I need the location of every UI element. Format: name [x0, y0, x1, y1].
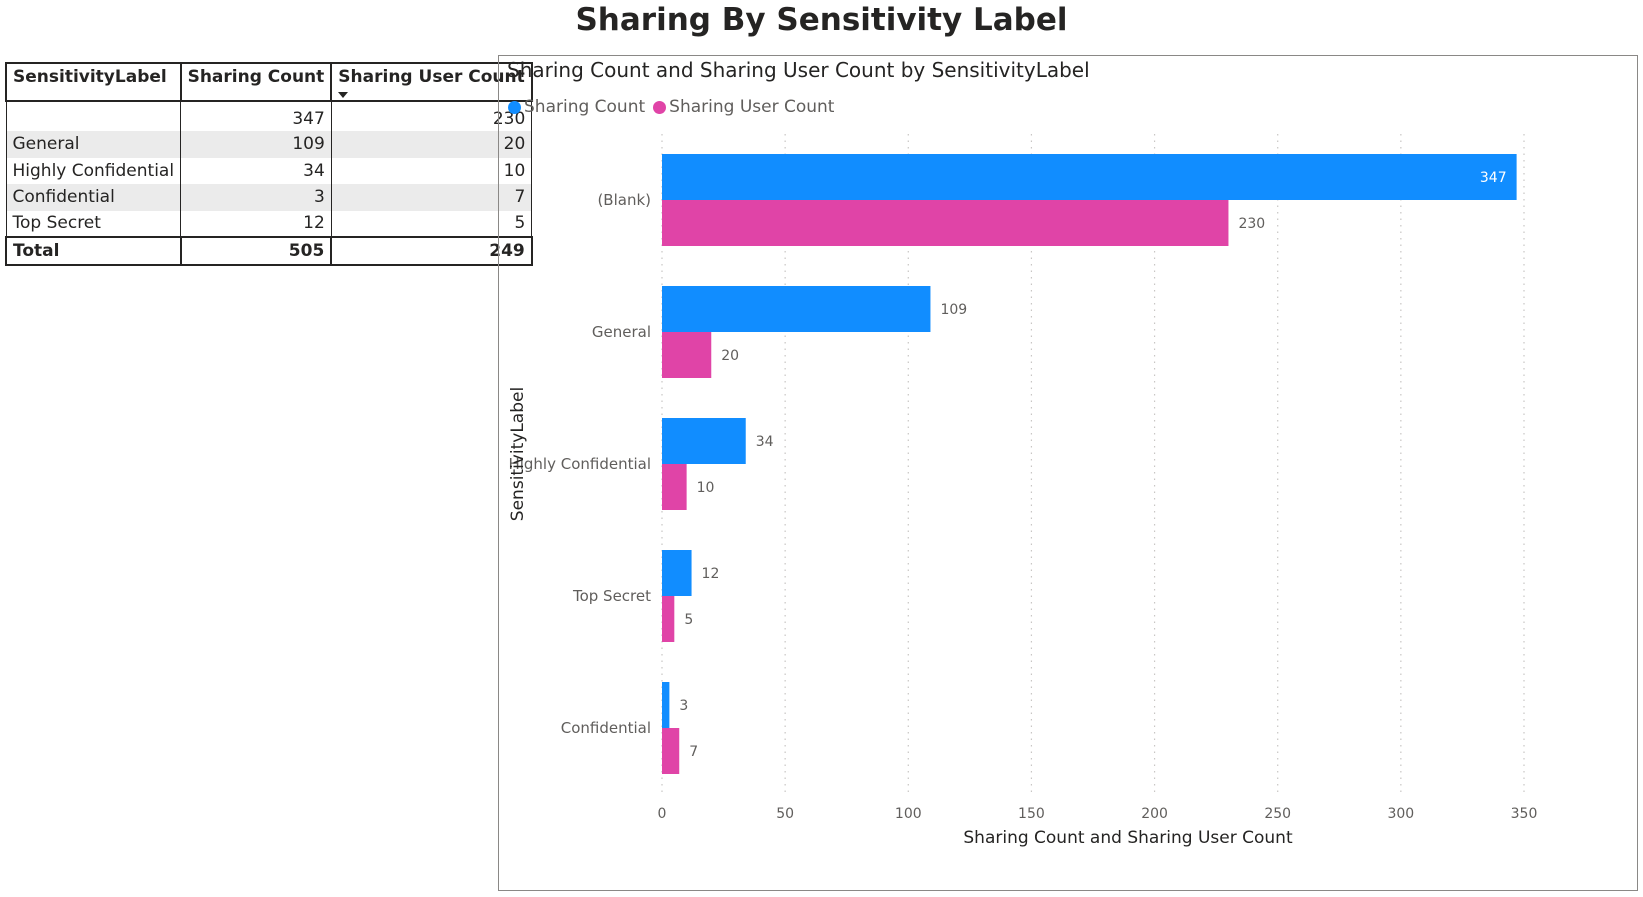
data-label: 10 — [697, 480, 715, 496]
sharing-table: SensitivityLabel Sharing Count Sharing U… — [5, 62, 533, 266]
total-sharing-count: 505 — [179, 236, 333, 266]
y-category-label: Highly Confidential — [508, 455, 651, 473]
data-label: 7 — [689, 744, 698, 760]
legend-label: Sharing User Count — [669, 97, 835, 117]
cell-label: General — [5, 131, 182, 158]
y-category-label: General — [592, 323, 651, 341]
y-category-label: Top Secret — [572, 587, 651, 605]
column-header-label: Sharing User Count — [338, 67, 525, 87]
bar — [662, 154, 1517, 200]
data-label: 3 — [679, 698, 688, 714]
cell-sharing-count: 3 — [180, 184, 332, 211]
y-category-label: Confidential — [561, 719, 651, 737]
table-row: Highly Confidential 34 10 — [5, 157, 533, 184]
cell-label: Top Secret — [5, 210, 182, 237]
x-tick-label: 300 — [1387, 806, 1414, 822]
cell-sharing-count: 12 — [180, 210, 332, 237]
legend-label: Sharing Count — [524, 97, 646, 117]
cell-label — [5, 101, 182, 131]
x-axis-title: Sharing Count and Sharing User Count — [963, 828, 1293, 848]
table-row: General 109 20 — [5, 131, 533, 158]
table-row: Confidential 3 7 — [5, 184, 533, 211]
x-tick-label: 100 — [895, 806, 922, 822]
total-label: Total — [5, 236, 182, 266]
table-total-row: Total 505 249 — [5, 236, 533, 266]
legend-item-sharing-count[interactable]: Sharing Count — [508, 97, 645, 117]
table-header-row: SensitivityLabel Sharing Count Sharing U… — [5, 62, 533, 102]
bar-chart-visual[interactable]: 0 50 100 150 200 250 300 350 347 230 (Blank) 109 20 G… — [498, 55, 1638, 891]
column-header-sensitivity-label[interactable]: SensitivityLabel — [5, 62, 182, 102]
sort-descending-icon[interactable] — [338, 92, 349, 98]
bar — [662, 418, 746, 464]
bar — [662, 728, 680, 774]
x-tick-label: 250 — [1264, 806, 1291, 822]
page-title: Sharing By Sensitivity Label — [575, 2, 1068, 38]
bar-chart-canvas: 0 50 100 150 200 250 300 350347230(Blank)10920G… — [508, 134, 1538, 848]
x-tick-label: 150 — [1018, 806, 1045, 822]
cell-label: Confidential — [5, 184, 182, 211]
bar — [662, 682, 670, 728]
data-label: 20 — [721, 348, 739, 364]
data-label: 109 — [940, 302, 967, 318]
data-label: 347 — [1480, 170, 1507, 186]
bar — [662, 286, 931, 332]
data-label: 5 — [684, 612, 693, 628]
x-tick-label: 350 — [1511, 806, 1538, 822]
data-label: 230 — [1238, 216, 1265, 232]
cell-sharing-count: 109 — [180, 131, 332, 158]
legend-item-sharing-user-count[interactable]: Sharing User Count — [653, 97, 834, 117]
chart-legend: Sharing Count Sharing User Count — [508, 97, 834, 117]
legend-dot-icon — [508, 100, 521, 114]
bar — [662, 200, 1229, 246]
cell-sharing-count: 34 — [180, 157, 332, 184]
bar — [662, 464, 687, 510]
legend-dot-icon — [653, 100, 667, 114]
bar — [662, 332, 712, 378]
x-tick-label: 200 — [1141, 806, 1168, 822]
bar — [662, 596, 675, 642]
chart-title: Sharing Count and Sharing User Count by … — [507, 58, 1090, 82]
y-category-label: (Blank) — [597, 191, 651, 209]
x-tick-label: 50 — [776, 806, 794, 822]
y-axis-title: SensitivityLabel — [508, 387, 528, 521]
data-label: 34 — [756, 434, 774, 450]
column-header-sharing-count[interactable]: Sharing Count — [179, 62, 333, 102]
data-label: 12 — [702, 566, 720, 582]
table-row: Top Secret 12 5 — [5, 210, 533, 237]
x-tick-label: 0 — [658, 806, 667, 822]
cell-sharing-count: 347 — [180, 101, 332, 131]
cell-label: Highly Confidential — [5, 157, 182, 184]
bar — [662, 550, 692, 596]
table-row: 347 230 — [5, 101, 533, 131]
